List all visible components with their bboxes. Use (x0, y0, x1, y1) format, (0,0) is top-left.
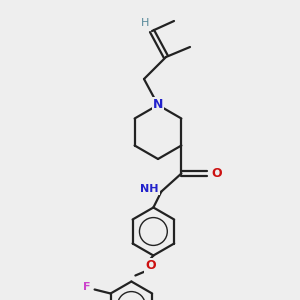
Text: O: O (211, 167, 222, 180)
Text: N: N (153, 98, 163, 110)
Text: NH: NH (140, 184, 159, 194)
Text: O: O (145, 259, 156, 272)
Text: F: F (83, 283, 90, 292)
Text: H: H (141, 18, 149, 28)
